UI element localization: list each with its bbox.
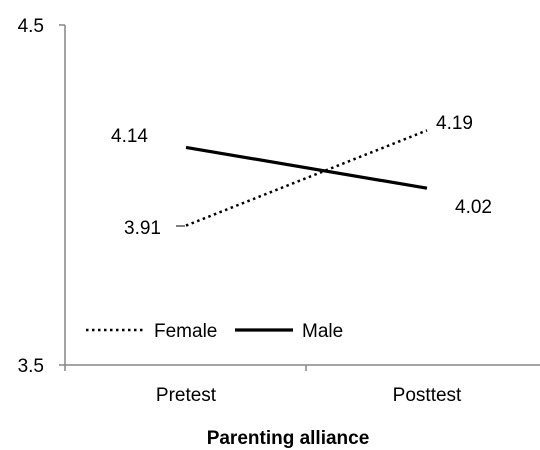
legend-label-male: Male (302, 321, 343, 342)
x-category-label-posttest: Posttest (393, 385, 462, 406)
series-line-female (185, 129, 428, 227)
legend-label-female: Female (154, 321, 217, 342)
legend: Female Male (86, 321, 343, 342)
y-tick-label-bottom: 3.5 (18, 356, 44, 377)
y-tick-label-top: 4.5 (18, 16, 44, 37)
data-label-female-pretest: 3.91 (124, 218, 161, 239)
series-line-male (185, 145, 428, 190)
data-label-female-posttest: 4.19 (436, 113, 473, 134)
x-category-label-pretest: Pretest (156, 385, 217, 406)
data-label-male-pretest: 4.14 (111, 126, 148, 147)
x-axis-title: Parenting alliance (207, 428, 370, 449)
data-label-male-posttest: 4.02 (455, 197, 492, 218)
